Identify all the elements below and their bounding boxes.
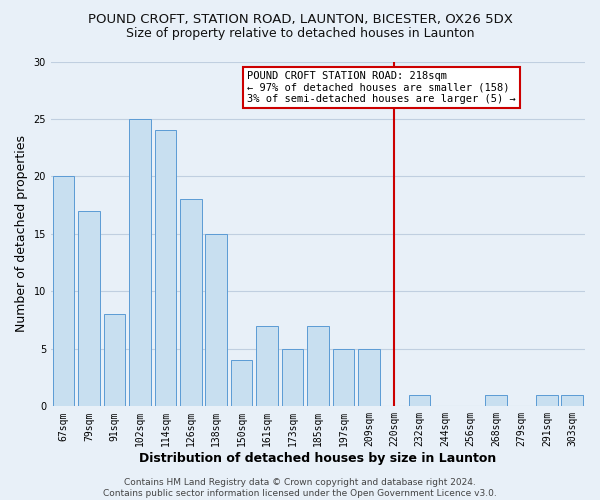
- Bar: [562, 395, 583, 406]
- Bar: [256, 326, 278, 406]
- Text: POUND CROFT STATION ROAD: 218sqm
← 97% of detached houses are smaller (158)
3% o: POUND CROFT STATION ROAD: 218sqm ← 97% o…: [247, 70, 515, 104]
- Y-axis label: Number of detached properties: Number of detached properties: [15, 136, 28, 332]
- Text: POUND CROFT, STATION ROAD, LAUNTON, BICESTER, OX26 5DX: POUND CROFT, STATION ROAD, LAUNTON, BICE…: [88, 12, 512, 26]
- Bar: [358, 349, 380, 406]
- Bar: [205, 234, 227, 406]
- X-axis label: Distribution of detached houses by size in Launton: Distribution of detached houses by size …: [139, 452, 497, 465]
- Bar: [129, 119, 151, 406]
- Text: Size of property relative to detached houses in Launton: Size of property relative to detached ho…: [126, 28, 474, 40]
- Bar: [104, 314, 125, 406]
- Bar: [282, 349, 304, 406]
- Bar: [78, 211, 100, 406]
- Bar: [155, 130, 176, 406]
- Bar: [307, 326, 329, 406]
- Bar: [53, 176, 74, 406]
- Bar: [409, 395, 430, 406]
- Bar: [332, 349, 354, 406]
- Bar: [231, 360, 253, 406]
- Bar: [180, 200, 202, 406]
- Bar: [536, 395, 557, 406]
- Text: Contains HM Land Registry data © Crown copyright and database right 2024.
Contai: Contains HM Land Registry data © Crown c…: [103, 478, 497, 498]
- Bar: [485, 395, 507, 406]
